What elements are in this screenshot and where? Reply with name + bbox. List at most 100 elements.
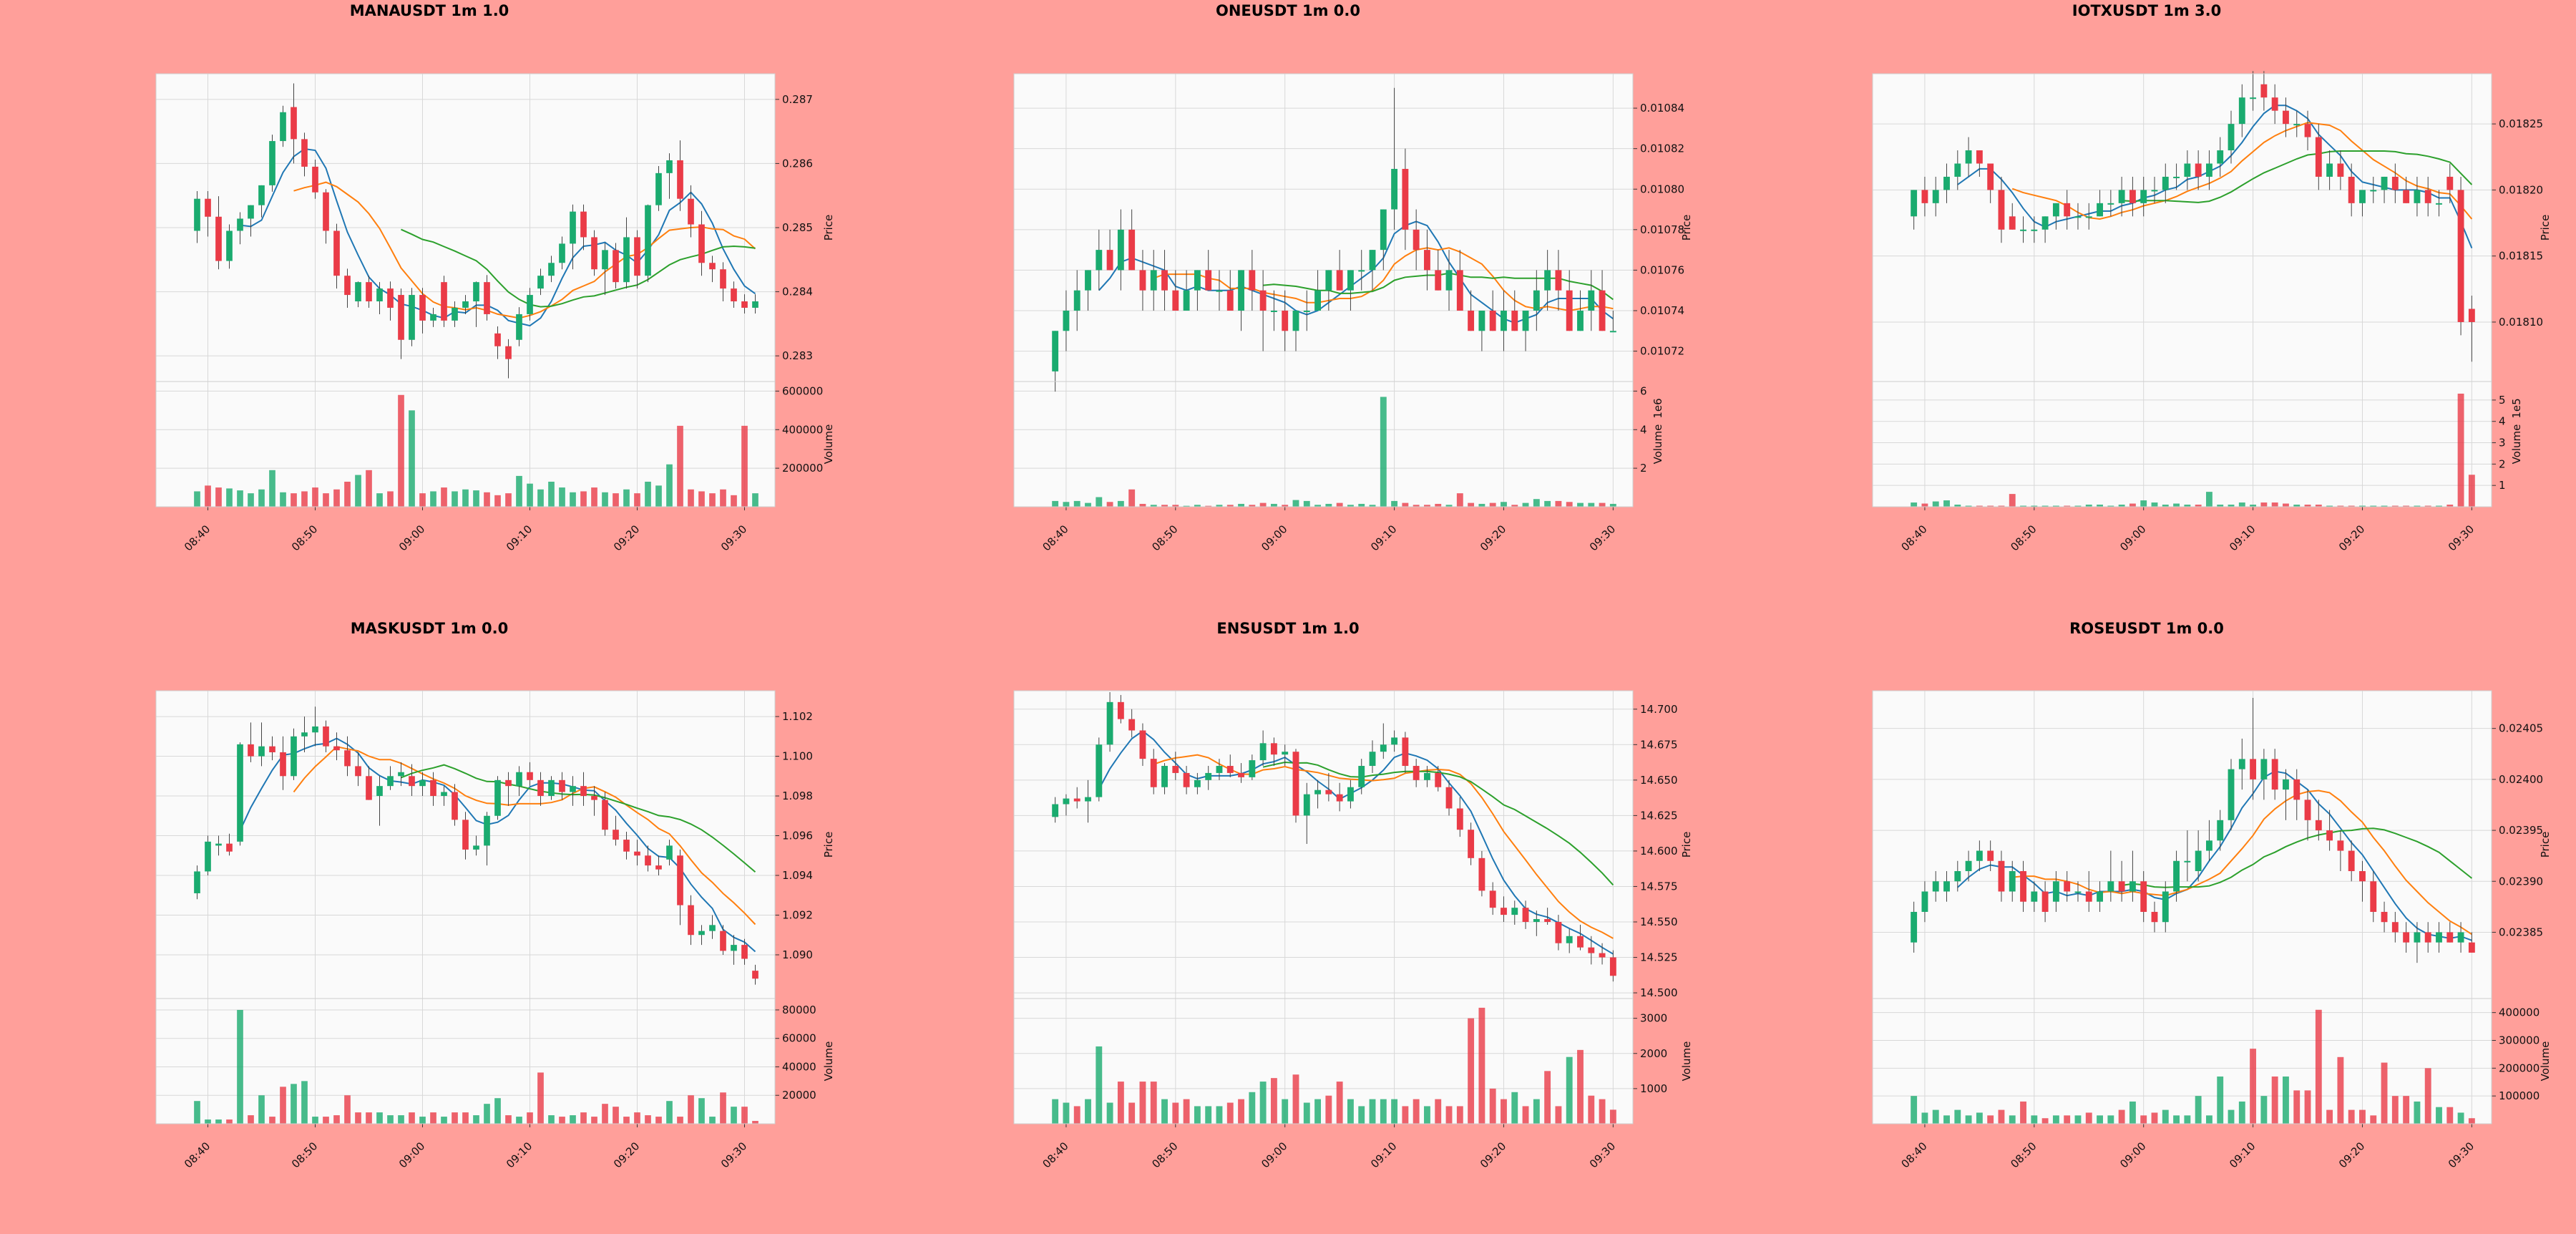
candle-body [2151, 911, 2158, 923]
candle-body [473, 282, 479, 302]
candle-body [333, 746, 340, 751]
price-tick-label: 0.01082 [1640, 142, 1684, 155]
candle-body [1085, 797, 1091, 802]
chart-panel: ROSEUSDT 1m 0.0 0.02385 0.02390 0.02395 0.02… [1872, 620, 2552, 1170]
volume-bar [366, 470, 372, 507]
volume-bar [2031, 505, 2038, 507]
volume-bar [537, 489, 544, 507]
volume-tick-label: 400000 [2499, 1006, 2540, 1019]
volume-bar [1911, 1096, 1918, 1124]
volume-bar [1336, 1082, 1343, 1124]
volume-bar [237, 1009, 243, 1124]
candle-body [2304, 800, 2311, 820]
candle-body [269, 746, 275, 752]
volume-axis-label: Volume [822, 424, 835, 465]
candle-body [2293, 779, 2301, 800]
candle-body [1172, 766, 1179, 773]
volume-bar [1096, 1046, 1103, 1124]
volume-bar [1932, 501, 1939, 507]
candle-body [1391, 168, 1398, 210]
volume-bar [376, 493, 383, 507]
candle-body [1588, 290, 1595, 311]
candle-body [1976, 150, 1983, 164]
volume-bar [2391, 1096, 2399, 1124]
volume-tick-label: 4 [1640, 423, 1647, 436]
chart-title: IOTXUSDT 1m 3.0 [2072, 2, 2221, 19]
candle-body [2118, 190, 2125, 203]
volume-bar [333, 1115, 340, 1124]
candle-body [248, 744, 254, 757]
volume-bar [2457, 393, 2464, 507]
volume-bar [2238, 1101, 2245, 1124]
candle-body [709, 925, 716, 931]
volume-bar [409, 1112, 415, 1124]
volume-bar [2315, 505, 2322, 507]
volume-tick-label: 4 [2499, 415, 2506, 428]
candle-body [2304, 124, 2311, 137]
candle-body [1052, 331, 1059, 371]
candle-body [1052, 804, 1059, 817]
volume-bar [559, 487, 565, 507]
volume-tick-label: 6 [1640, 384, 1647, 397]
volume-bar [398, 1115, 404, 1124]
volume-bar [2359, 1109, 2366, 1124]
candle-body [1987, 850, 1994, 861]
volume-bar [1998, 505, 2005, 507]
candle-body [2064, 203, 2071, 217]
candle-body [1424, 772, 1430, 780]
volume-exponent: 1e6 [1652, 398, 1664, 418]
volume-bar [1921, 503, 1928, 507]
volume-bar [2097, 1115, 2103, 1124]
volume-bar [387, 1115, 394, 1124]
volume-bar [1402, 502, 1409, 507]
volume-bar [1555, 500, 1562, 507]
candle-body [1292, 310, 1299, 331]
volume-axis-label: Volume [1652, 424, 1664, 465]
candle-body [1226, 766, 1234, 773]
price-tick-label: 14.700 [1640, 703, 1678, 716]
volume-bar [1249, 1092, 1256, 1124]
candle-body [709, 263, 716, 270]
volume-bar [291, 493, 297, 507]
volume-bar [1336, 502, 1343, 507]
candle-body [2020, 871, 2026, 902]
volume-axes-frame [1872, 381, 2492, 507]
candle-body [226, 230, 233, 261]
volume-bar [1183, 1099, 1190, 1124]
volume-bar [580, 491, 587, 507]
candle-body [366, 776, 372, 800]
volume-bar [1085, 502, 1091, 507]
candle-body [623, 840, 630, 852]
candle-body [2107, 203, 2114, 205]
volume-bar [2337, 1056, 2344, 1124]
volume-bar [2457, 1112, 2464, 1124]
volume-bar [2162, 505, 2169, 507]
volume-bar [1073, 500, 1080, 507]
candle-body [1932, 190, 1939, 203]
candle-body [1270, 310, 1277, 312]
volume-bar [312, 487, 318, 507]
volume-bar [709, 1117, 716, 1124]
candle-body [430, 314, 436, 321]
price-tick-label: 0.01078 [1640, 223, 1684, 236]
volume-bar [1205, 505, 1212, 507]
volume-bar [1303, 500, 1310, 507]
volume-bar [2173, 503, 2180, 507]
candle-body [1435, 772, 1442, 787]
volume-bar [1599, 502, 1606, 507]
candle-body [1544, 919, 1551, 922]
candle-body [752, 301, 758, 308]
candle-body [505, 779, 512, 787]
volume-bar [2293, 1090, 2301, 1124]
candle-body [2414, 932, 2421, 943]
price-tick-label: 14.625 [1640, 809, 1678, 822]
volume-tick-label: 400000 [782, 423, 823, 436]
volume-bar [559, 1117, 565, 1124]
volume-bar [1533, 1099, 1540, 1124]
volume-bar [269, 470, 275, 507]
volume-bar [741, 425, 748, 507]
candle-body [2085, 216, 2092, 218]
candle-body [2283, 110, 2289, 125]
candle-body [1150, 759, 1157, 787]
